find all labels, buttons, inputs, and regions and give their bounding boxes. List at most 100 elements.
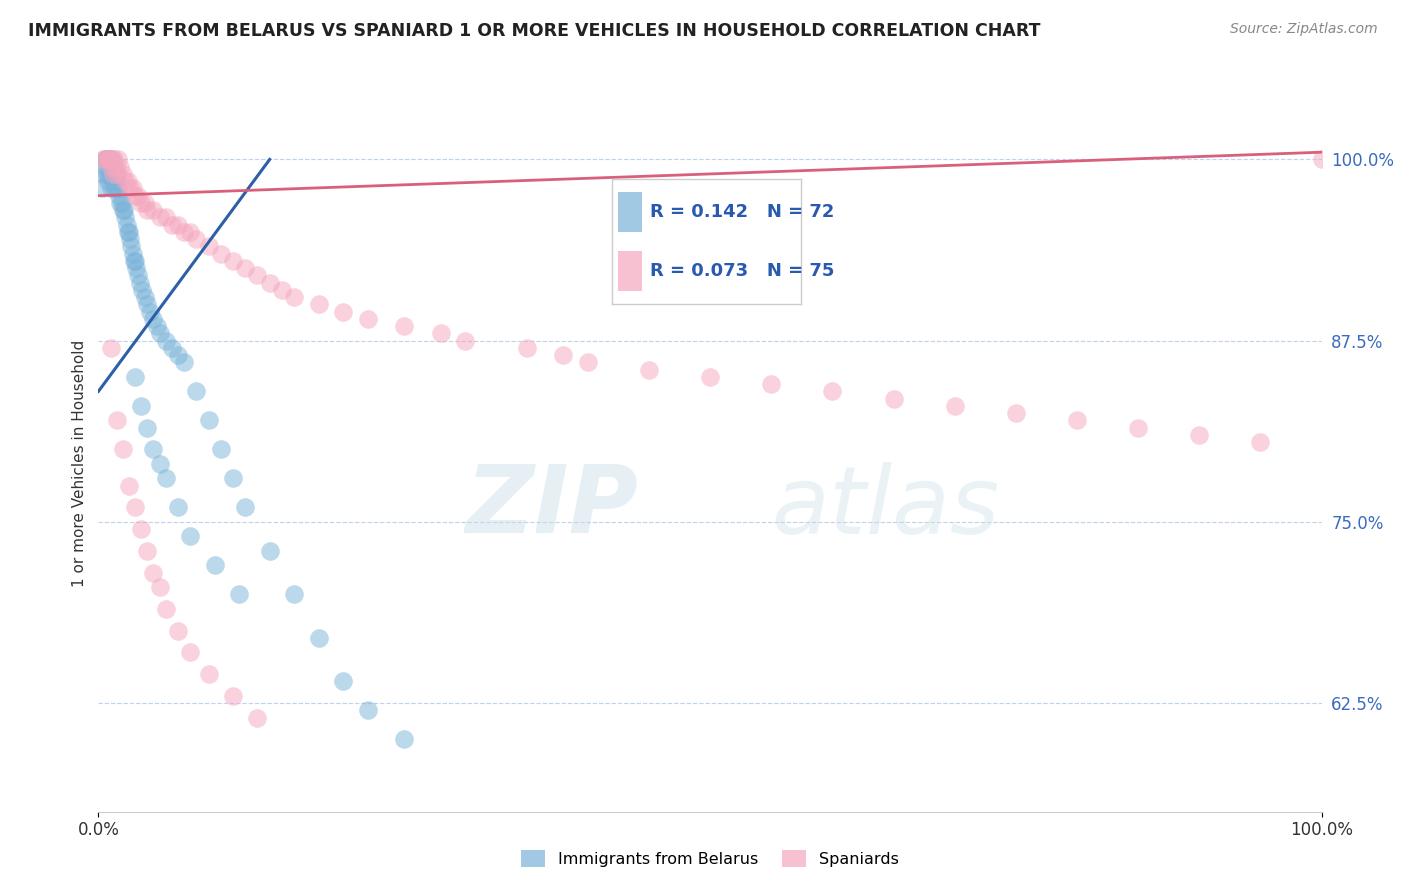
Point	[943, 399, 966, 413]
Point	[167, 348, 190, 362]
Point	[125, 261, 148, 276]
Point	[134, 290, 156, 304]
Point	[101, 153, 124, 167]
Point	[233, 261, 256, 276]
Point	[173, 225, 195, 239]
Point	[1310, 153, 1333, 167]
Point	[155, 334, 177, 348]
Point	[127, 188, 149, 202]
Point	[228, 587, 250, 601]
Point	[270, 283, 294, 297]
Point	[246, 268, 269, 283]
Point	[155, 471, 177, 485]
Point	[91, 153, 114, 167]
Point	[101, 174, 124, 188]
Point	[259, 276, 281, 290]
Point	[209, 442, 232, 457]
Point	[101, 160, 124, 174]
Point	[209, 246, 232, 260]
Point	[105, 413, 128, 427]
Point	[118, 478, 141, 492]
Point	[160, 341, 183, 355]
Point	[821, 384, 844, 399]
Point	[103, 167, 125, 181]
Point	[454, 334, 477, 348]
Point	[179, 645, 201, 659]
Point	[129, 196, 152, 211]
Text: R = 0.073   N = 75: R = 0.073 N = 75	[650, 262, 834, 280]
Point	[139, 304, 162, 318]
Point	[204, 558, 226, 573]
Point	[124, 500, 146, 515]
Point	[100, 341, 122, 355]
Point	[105, 167, 128, 181]
Point	[167, 500, 190, 515]
Point	[96, 153, 118, 167]
Point	[124, 369, 146, 384]
Point	[638, 362, 661, 376]
Point	[111, 196, 134, 211]
Point	[108, 188, 131, 202]
Point	[93, 153, 115, 167]
Point	[197, 239, 219, 253]
Point	[173, 355, 195, 369]
FancyBboxPatch shape	[617, 193, 643, 233]
Point	[332, 304, 354, 318]
Point	[356, 703, 378, 717]
Text: Source: ZipAtlas.com: Source: ZipAtlas.com	[1230, 22, 1378, 37]
Point	[103, 153, 125, 167]
Point	[101, 153, 124, 167]
Point	[101, 167, 124, 181]
Point	[98, 153, 121, 167]
Point	[142, 312, 165, 326]
Point	[308, 631, 330, 645]
Point	[124, 254, 146, 268]
Point	[112, 203, 135, 218]
Point	[96, 153, 118, 167]
Point	[93, 160, 115, 174]
Point	[167, 624, 190, 638]
Point	[553, 348, 575, 362]
Point	[516, 341, 538, 355]
Point	[149, 457, 172, 471]
Point	[136, 420, 159, 434]
Point	[136, 297, 159, 311]
Point	[114, 211, 136, 225]
Point	[197, 667, 219, 681]
Point	[120, 181, 142, 195]
Point	[122, 254, 145, 268]
Point	[129, 276, 152, 290]
Point	[136, 203, 159, 218]
Point	[246, 710, 269, 724]
Point	[104, 181, 127, 195]
Text: ZIP: ZIP	[465, 461, 638, 553]
Point	[114, 174, 136, 188]
Point	[160, 218, 183, 232]
Point	[91, 181, 114, 195]
Point	[107, 181, 129, 195]
Point	[124, 188, 146, 202]
Point	[1188, 427, 1211, 442]
Point	[155, 601, 177, 615]
Point	[155, 211, 177, 225]
Point	[98, 153, 121, 167]
Point	[1250, 435, 1272, 450]
FancyBboxPatch shape	[617, 252, 643, 292]
Point	[1128, 420, 1150, 434]
Point	[97, 153, 120, 167]
Point	[118, 225, 141, 239]
Point	[222, 471, 245, 485]
Point	[97, 174, 120, 188]
Point	[115, 218, 138, 232]
Point	[121, 181, 143, 195]
Point	[110, 160, 132, 174]
Point	[761, 377, 783, 392]
Point	[107, 153, 129, 167]
Point	[101, 167, 124, 181]
Y-axis label: 1 or more Vehicles in Household: 1 or more Vehicles in Household	[72, 340, 87, 588]
Point	[127, 268, 149, 283]
Text: R = 0.142   N = 72: R = 0.142 N = 72	[650, 203, 834, 221]
Point	[105, 167, 128, 181]
Point	[117, 174, 139, 188]
Point	[883, 392, 905, 406]
